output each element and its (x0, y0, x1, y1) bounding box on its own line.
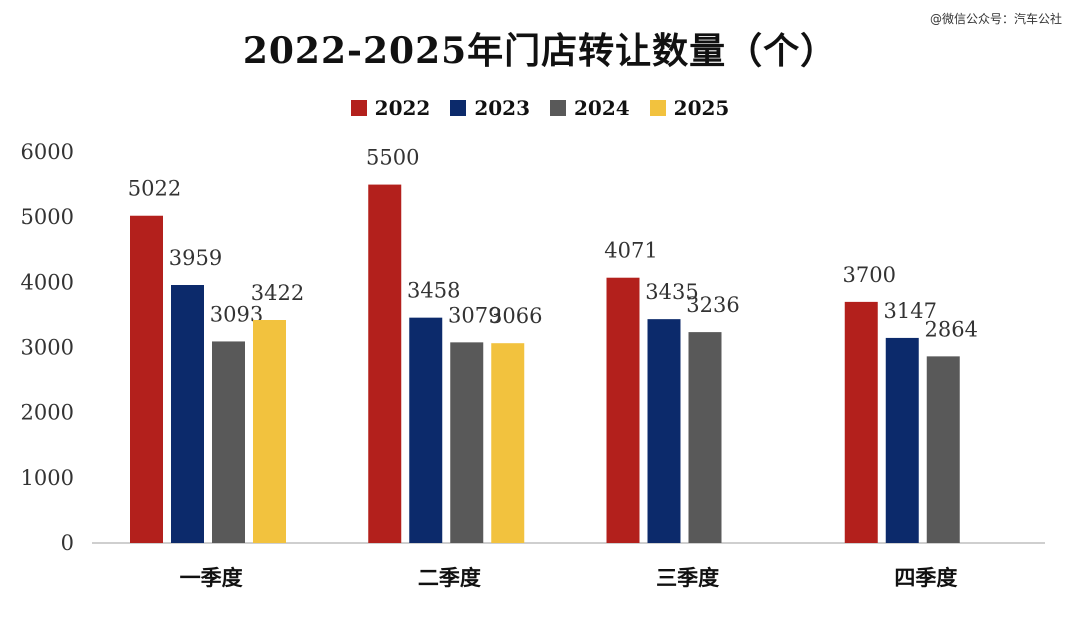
bar-2022-2 (368, 184, 402, 544)
y-tick-label: 6000 (21, 140, 74, 164)
bar-2023-4 (885, 337, 919, 543)
legend-swatch (350, 100, 367, 116)
y-tick-label: 4000 (21, 270, 74, 294)
data-label: 3079 (448, 303, 501, 327)
data-label: 5500 (366, 146, 419, 170)
y-tick-label: 1000 (21, 466, 74, 490)
bar-2024-2 (450, 342, 484, 543)
y-tick-label: 0 (61, 531, 74, 555)
legend-item-2024: 2024 (550, 96, 630, 120)
bar-2024-1 (212, 341, 245, 543)
data-label: 3236 (686, 293, 739, 317)
y-tick-label: 3000 (21, 336, 74, 360)
data-label: 3700 (843, 263, 896, 287)
bar-2024-4 (926, 356, 960, 543)
y-tick-label: 2000 (21, 401, 74, 425)
data-label: 3435 (645, 280, 698, 304)
legend-label: 2022 (374, 96, 431, 120)
legend-swatch (450, 100, 467, 116)
legend-item-2023: 2023 (450, 96, 530, 120)
bar-2025-2 (491, 343, 525, 543)
category-label: 四季度 (894, 565, 957, 590)
legend-item-2025: 2025 (649, 96, 730, 120)
chart-title: 2022-2025年门店转让数量（个） (242, 30, 838, 72)
bar-2022-1 (130, 215, 163, 543)
legend-label: 2025 (673, 96, 730, 120)
category-label: 三季度 (656, 565, 719, 590)
bar-2022-3 (606, 277, 640, 543)
category-label: 二季度 (418, 565, 481, 590)
bar-2025-1 (253, 319, 286, 543)
data-label: 2864 (925, 317, 978, 341)
data-label: 3959 (169, 246, 222, 270)
y-tick-label: 5000 (21, 205, 74, 229)
legend: 2022 2023 2024 2025 (0, 96, 1080, 120)
category-label: 一季度 (180, 565, 243, 590)
bar-2022-4 (844, 301, 878, 543)
bar-2023-3 (647, 319, 681, 543)
legend-label: 2024 (574, 96, 630, 120)
data-label: 3458 (407, 279, 460, 303)
data-label: 3422 (251, 281, 304, 305)
watermark: @微信公众号：汽车公社 (929, 12, 1062, 26)
legend-label: 2023 (474, 96, 530, 120)
bar-2024-3 (688, 332, 722, 543)
data-label: 5022 (128, 177, 181, 201)
legend-item-2022: 2022 (350, 96, 431, 120)
data-label: 3066 (489, 304, 542, 328)
bar-2023-2 (409, 317, 443, 543)
legend-swatch (649, 100, 666, 116)
data-label: 4071 (604, 239, 657, 263)
data-label: 3147 (884, 299, 937, 323)
bar-2023-1 (171, 285, 204, 543)
legend-swatch (550, 100, 566, 116)
